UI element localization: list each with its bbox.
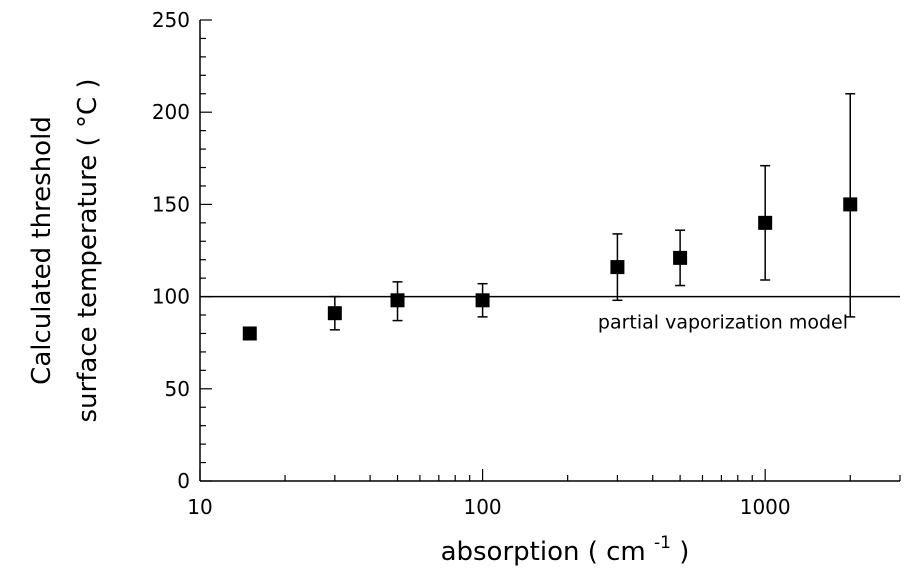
y-axis-label-line1: Calculated threshold bbox=[27, 116, 57, 385]
reference-line-label: partial vaporization model bbox=[598, 312, 848, 334]
x-tick-label: 100 bbox=[463, 495, 501, 519]
x-axis-label-main: absorption ( cm bbox=[441, 537, 646, 567]
y-tick-label: 150 bbox=[152, 192, 190, 216]
y-tick-label: 100 bbox=[152, 285, 190, 309]
x-axis-label: absorption ( cm -1 ) bbox=[441, 525, 690, 567]
data-point bbox=[758, 215, 773, 230]
y-tick-label: 0 bbox=[177, 469, 190, 493]
y-axis-label-line2: surface temperature ( °C ) bbox=[73, 78, 103, 422]
data-point bbox=[610, 260, 625, 275]
data-point bbox=[242, 326, 257, 341]
data-point bbox=[327, 306, 342, 321]
x-axis-label-end: ) bbox=[679, 537, 689, 567]
data-point bbox=[475, 293, 490, 308]
data-point bbox=[673, 250, 688, 265]
data-point bbox=[390, 293, 405, 308]
data-point bbox=[843, 197, 858, 212]
y-tick-label: 200 bbox=[152, 100, 190, 124]
y-tick-label: 250 bbox=[152, 8, 190, 32]
y-tick-label: 50 bbox=[165, 377, 190, 401]
data-points bbox=[242, 93, 858, 341]
axes: 0 50 100 150 200 250 10 100 1000 bbox=[152, 8, 901, 519]
x-tick-label: 1000 bbox=[740, 495, 791, 519]
reference-line-group: partial vaporization model bbox=[200, 295, 900, 334]
x-axis-label-superscript: -1 bbox=[654, 533, 671, 553]
x-tick-label: 10 bbox=[187, 495, 212, 519]
